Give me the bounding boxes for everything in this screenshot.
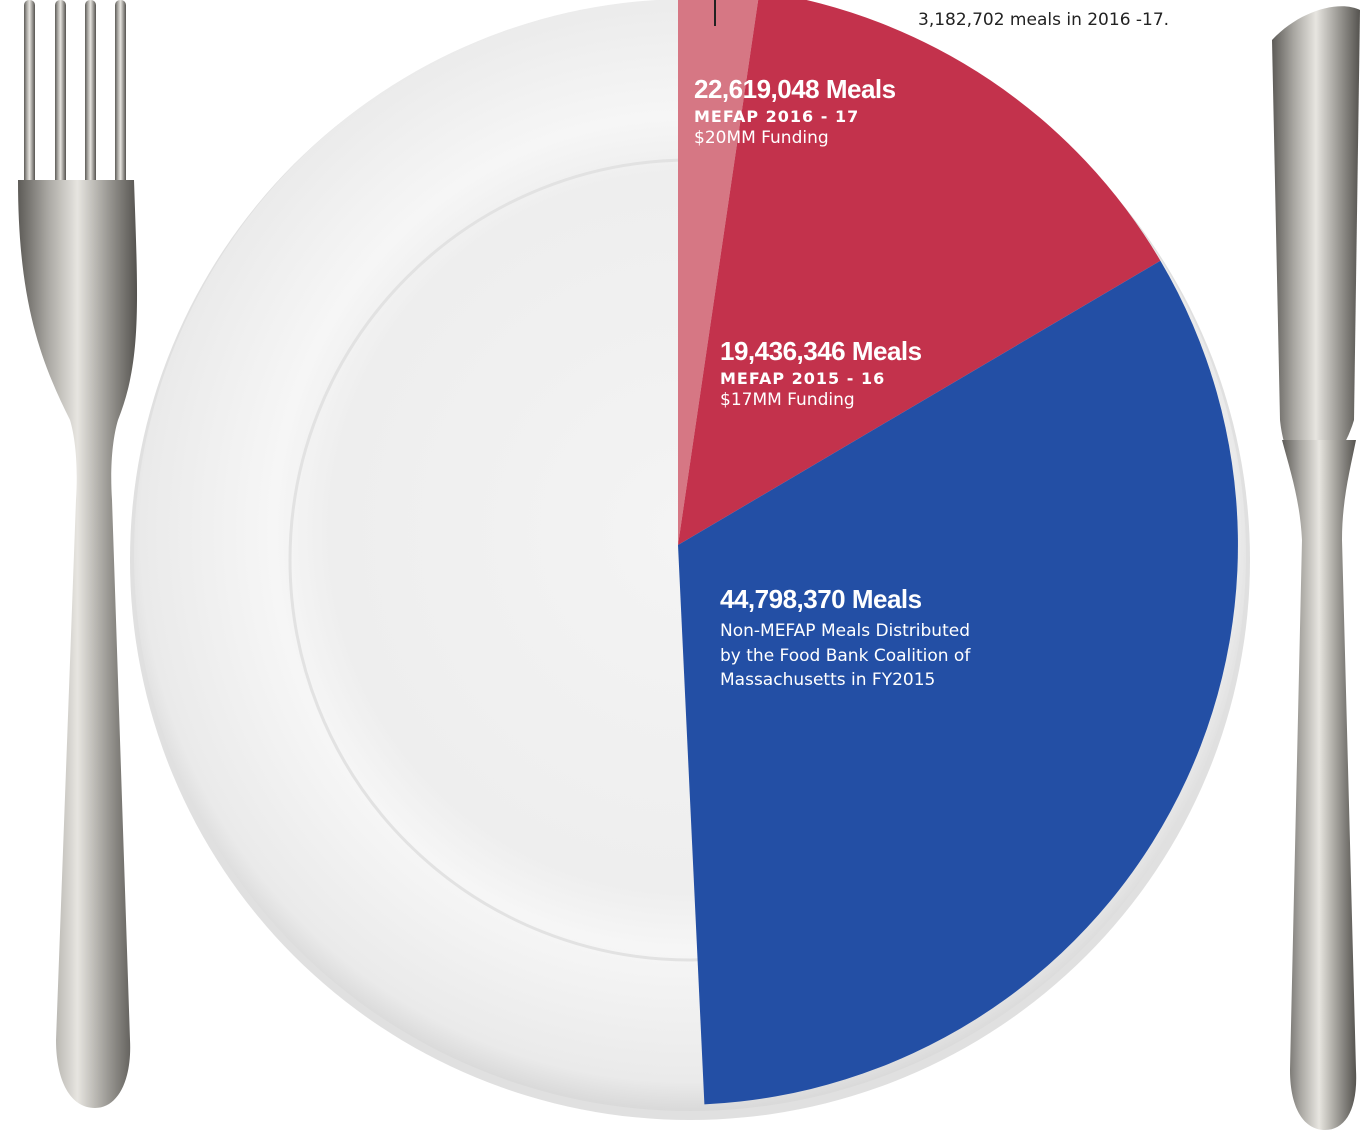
meals-2016-17-value: 22,619,048 Meals bbox=[694, 74, 896, 104]
mefap-2016-17-caption: MEFAP 2016 - 17 bbox=[694, 107, 860, 127]
non-mefap-description-line-3: Massachusetts in FY2015 bbox=[720, 670, 936, 691]
mefap-2015-16-caption: MEFAP 2015 - 16 bbox=[720, 369, 886, 389]
pie-slices bbox=[678, 0, 1238, 1105]
meals-2015-16-value: 19,436,346 Meals bbox=[720, 336, 922, 366]
label-non-mefap: 44,798,370 Meals Non-MEFAP Meals Distrib… bbox=[720, 584, 970, 693]
label-mefap-2016-17: 22,619,048 Meals MEFAP 2016 - 17 $20MM F… bbox=[694, 74, 896, 149]
fork-icon bbox=[18, 0, 138, 1108]
funding-2016-17: $20MM Funding bbox=[694, 128, 829, 149]
pie-slice-mefap-2015-16 bbox=[678, 0, 1161, 545]
non-mefap-description-line-2: by the Food Bank Coalition of bbox=[720, 645, 971, 666]
label-mefap-2015-16: 19,436,346 Meals MEFAP 2015 - 16 $17MM F… bbox=[720, 336, 922, 411]
funding-2015-16: $17MM Funding bbox=[720, 390, 855, 411]
non-mefap-description-line-1: Non-MEFAP Meals Distributed bbox=[720, 621, 970, 642]
meals-non-mefap-value: 44,798,370 Meals bbox=[720, 584, 922, 614]
knife-icon bbox=[1272, 6, 1360, 1130]
pie-slice-increase bbox=[678, 0, 759, 545]
increase-note: 3,182,702 meals in 2016 -17. bbox=[918, 10, 1170, 30]
pie-slice-non-mefap bbox=[678, 260, 1238, 1105]
